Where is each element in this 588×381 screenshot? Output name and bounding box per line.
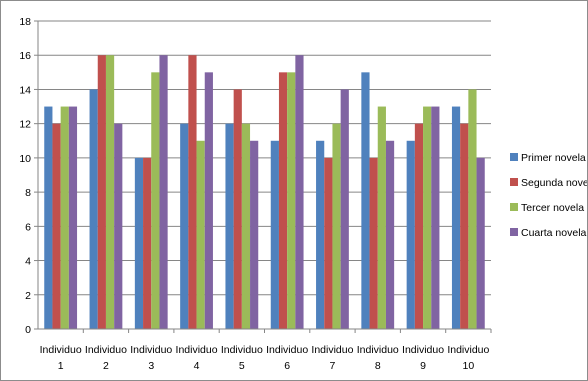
x-category-label-line2: 5 bbox=[239, 360, 245, 372]
y-tick-label: 4 bbox=[25, 256, 31, 268]
y-tick-label: 2 bbox=[25, 290, 31, 302]
legend: Primer novela Segunda novela Tercer novela… bbox=[510, 152, 587, 239]
y-tick-label: 14 bbox=[19, 84, 31, 96]
bar-segunda-novela-3 bbox=[143, 157, 152, 329]
axes bbox=[34, 20, 492, 333]
bar-primer-novela-9 bbox=[406, 140, 415, 329]
bars bbox=[44, 55, 485, 330]
x-category-label-line1: Individuo bbox=[447, 344, 489, 356]
x-category-label-line1: Individuo bbox=[311, 344, 353, 356]
bar-segunda-novela-8 bbox=[369, 157, 378, 329]
x-category-label-line1: Individuo bbox=[266, 344, 308, 356]
bar-cuarta-novela-1 bbox=[68, 106, 78, 329]
x-category-label-line2: 7 bbox=[330, 360, 336, 372]
bar-cuarta-novela-6 bbox=[295, 55, 304, 329]
bar-segunda-novela-9 bbox=[414, 123, 424, 330]
bar-tercer-novela-8 bbox=[377, 106, 386, 329]
x-category-labels: Individuo 1 Individuo 2 Individuo 3 Individuo 4… bbox=[40, 344, 490, 372]
legend-label: Tercer novela bbox=[521, 202, 584, 214]
legend-swatch-cuarta-novela bbox=[510, 228, 518, 236]
x-category-label-line1: Individuo bbox=[221, 344, 263, 356]
y-tick-label: 6 bbox=[25, 221, 31, 233]
y-tick-labels: 0 2 4 6 8 10 12 14 16 18 bbox=[19, 16, 31, 336]
bar-primer-novela-5 bbox=[225, 123, 234, 330]
y-tick-label: 16 bbox=[19, 50, 31, 62]
bar-segunda-novela-6 bbox=[278, 72, 288, 329]
bar-tercer-novela-5 bbox=[241, 123, 251, 330]
bar-tercer-novela-7 bbox=[332, 123, 341, 330]
x-category-label-line2: 1 bbox=[58, 360, 64, 372]
x-category-label-line2: 9 bbox=[420, 360, 426, 372]
bar-tercer-novela-9 bbox=[423, 106, 432, 329]
legend-label: Segunda novela bbox=[521, 177, 587, 189]
bar-tercer-novela-3 bbox=[151, 72, 160, 329]
x-category-label-line2: 8 bbox=[375, 360, 381, 372]
bar-primer-novela-6 bbox=[270, 140, 279, 329]
y-tick-label: 0 bbox=[25, 324, 31, 336]
bar-segunda-novela-5 bbox=[233, 89, 242, 329]
x-category-label-line2: 3 bbox=[148, 360, 154, 372]
x-category-label-line1: Individuo bbox=[357, 344, 399, 356]
y-tick-label: 18 bbox=[19, 16, 31, 28]
bar-cuarta-novela-9 bbox=[431, 106, 440, 329]
bar-tercer-novela-2 bbox=[105, 55, 115, 329]
x-category-label-line1: Individuo bbox=[176, 344, 218, 356]
x-category-label-line2: 6 bbox=[284, 360, 290, 372]
bar-primer-novela-3 bbox=[134, 157, 144, 329]
bar-tercer-novela-6 bbox=[287, 72, 296, 329]
bar-segunda-novela-7 bbox=[324, 157, 333, 329]
bar-cuarta-novela-5 bbox=[250, 140, 259, 329]
bar-cuarta-novela-3 bbox=[159, 55, 168, 329]
legend-swatch-primer-novela bbox=[510, 153, 518, 161]
bar-segunda-novela-1 bbox=[52, 123, 61, 330]
legend-label: Primer novela bbox=[521, 152, 586, 164]
legend-label: Cuarta novela bbox=[521, 227, 587, 239]
y-tick-label: 8 bbox=[25, 187, 31, 199]
bar-cuarta-novela-10 bbox=[476, 157, 485, 329]
bar-cuarta-novela-4 bbox=[204, 72, 213, 329]
bar-tercer-novela-1 bbox=[60, 106, 69, 329]
bar-primer-novela-10 bbox=[451, 106, 461, 329]
y-tick-label: 12 bbox=[19, 119, 31, 131]
legend-swatch-tercer-novela bbox=[510, 203, 518, 211]
x-category-label-line1: Individuo bbox=[40, 344, 82, 356]
x-category-label-line1: Individuo bbox=[130, 344, 172, 356]
bar-tercer-novela-4 bbox=[196, 140, 205, 329]
x-category-label-line1: Individuo bbox=[85, 344, 127, 356]
x-category-label-line2: 10 bbox=[463, 360, 475, 372]
bar-primer-novela-8 bbox=[361, 72, 370, 329]
bar-primer-novela-4 bbox=[180, 123, 189, 330]
bar-primer-novela-7 bbox=[316, 140, 325, 329]
legend-swatch-segunda-novela bbox=[510, 178, 518, 186]
bar-cuarta-novela-7 bbox=[340, 89, 349, 329]
x-category-label-line2: 4 bbox=[194, 360, 200, 372]
x-category-label-line2: 2 bbox=[103, 360, 109, 372]
bar-primer-novela-2 bbox=[89, 89, 98, 329]
bar-cuarta-novela-8 bbox=[385, 140, 395, 329]
bar-cuarta-novela-2 bbox=[114, 123, 123, 330]
bar-tercer-novela-10 bbox=[468, 89, 477, 329]
bar-segunda-novela-10 bbox=[460, 123, 469, 330]
bar-primer-novela-1 bbox=[44, 106, 53, 329]
y-tick-label: 10 bbox=[19, 153, 31, 165]
x-category-label-line1: Individuo bbox=[402, 344, 444, 356]
bar-segunda-novela-4 bbox=[188, 55, 197, 329]
bar-segunda-novela-2 bbox=[97, 55, 106, 329]
